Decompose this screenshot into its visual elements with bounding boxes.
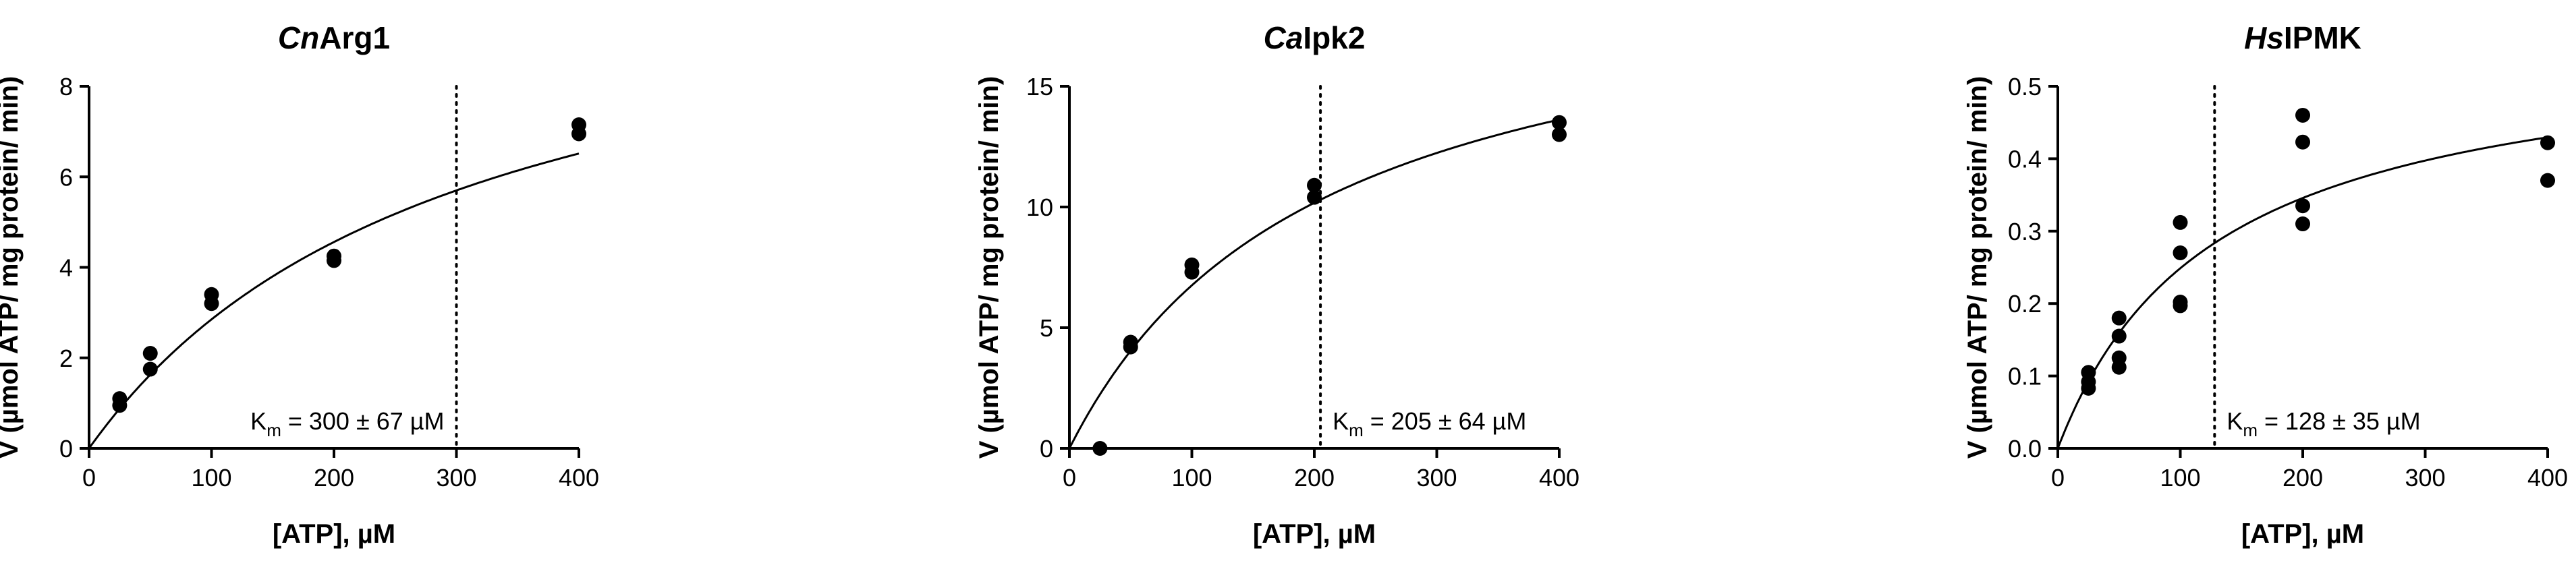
x-tick-label: 100 bbox=[191, 464, 231, 492]
x-tick-label: 300 bbox=[1416, 464, 1457, 492]
x-axis-label: [ATP], µM bbox=[2241, 519, 2364, 549]
x-tick-label: 200 bbox=[2283, 464, 2323, 492]
data-point bbox=[2295, 198, 2310, 214]
km-subscript: m bbox=[1349, 420, 1364, 440]
chart-title-italic: Ca bbox=[1264, 20, 1304, 55]
data-point bbox=[204, 287, 219, 302]
data-point bbox=[2081, 365, 2096, 380]
y-tick-label: 0.0 bbox=[2008, 435, 2042, 463]
km-symbol: K bbox=[2227, 407, 2243, 435]
data-point bbox=[1184, 257, 1200, 272]
x-tick-label: 0 bbox=[1063, 464, 1076, 492]
data-point bbox=[2295, 134, 2310, 150]
x-tick-label: 300 bbox=[436, 464, 476, 492]
data-point bbox=[2295, 107, 2310, 123]
chart-title: CaIpk2 bbox=[1264, 20, 1366, 55]
data-point bbox=[142, 361, 158, 377]
data-point bbox=[2111, 310, 2127, 326]
y-axis-label: V (µmol ATP/ mg protein/ min) bbox=[0, 76, 24, 458]
km-subscript: m bbox=[2243, 420, 2258, 440]
data-point bbox=[1552, 115, 1567, 130]
km-symbol: K bbox=[1333, 407, 1349, 435]
km-value: = 300 ± 67 µM bbox=[281, 407, 445, 435]
y-tick-label: 8 bbox=[59, 73, 73, 100]
data-point bbox=[2111, 350, 2127, 365]
chart-title-rest: Arg1 bbox=[319, 20, 390, 55]
x-tick-label: 0 bbox=[2051, 464, 2065, 492]
fit-curve bbox=[2056, 136, 2548, 449]
y-axis-label: V (µmol ATP/ mg protein/ min) bbox=[1963, 76, 1992, 458]
y-tick-label: 0.1 bbox=[2008, 363, 2042, 390]
y-tick-label: 6 bbox=[59, 163, 73, 191]
x-axis-label: [ATP], µM bbox=[273, 519, 395, 549]
y-tick-label: 15 bbox=[1026, 73, 1053, 100]
y-tick-label: 0.2 bbox=[2008, 290, 2042, 318]
chart-title-rest: IPMK bbox=[2284, 20, 2361, 55]
data-point bbox=[2540, 173, 2555, 188]
chart-panel-1: CnArg1 0 100 200 300 400 0 2 4 6 8 [ATP], µM V (µmol… bbox=[0, 20, 599, 549]
y-tick-label: 0 bbox=[1040, 435, 1053, 463]
km-symbol: K bbox=[250, 407, 267, 435]
km-annotation: Km = 205 ± 64 µM bbox=[1333, 407, 1526, 440]
y-tick-label: 10 bbox=[1026, 194, 1053, 221]
x-axis-label: [ATP], µM bbox=[1253, 519, 1376, 549]
data-point bbox=[1092, 441, 1108, 456]
x-tick-label: 400 bbox=[1539, 464, 1579, 492]
km-annotation: Km = 300 ± 67 µM bbox=[250, 407, 444, 440]
x-tick-label: 200 bbox=[314, 464, 354, 492]
data-point bbox=[2173, 295, 2188, 310]
chart-panel-3: HsIPMK 0 100 200 300 400 0.0 0.1 0.2 0.3 0.4 0.5 [AT… bbox=[1963, 20, 2568, 549]
data-point bbox=[2173, 245, 2188, 261]
km-value: = 205 ± 64 µM bbox=[1364, 407, 1527, 435]
data-point bbox=[327, 248, 341, 264]
data-point bbox=[1307, 177, 1322, 193]
data-point bbox=[2111, 328, 2127, 344]
data-point bbox=[1123, 334, 1138, 350]
x-tick-label: 100 bbox=[1171, 464, 1212, 492]
data-point bbox=[142, 346, 158, 361]
km-value: = 128 ± 35 µM bbox=[2258, 407, 2421, 435]
data-point bbox=[1552, 127, 1567, 142]
y-tick-label: 0.4 bbox=[2008, 145, 2042, 173]
x-tick-label: 200 bbox=[1294, 464, 1335, 492]
chart-title-italic: Hs bbox=[2244, 20, 2284, 55]
y-tick-label: 0.3 bbox=[2008, 218, 2042, 245]
chart-title: HsIPMK bbox=[2244, 20, 2361, 55]
y-tick-label: 5 bbox=[1040, 314, 1053, 342]
chart-title: CnArg1 bbox=[278, 20, 390, 55]
data-point bbox=[2173, 214, 2188, 230]
x-tick-label: 100 bbox=[2160, 464, 2200, 492]
km-subscript: m bbox=[267, 420, 281, 440]
data-point bbox=[112, 391, 128, 407]
data-point bbox=[2540, 135, 2555, 150]
fit-curve bbox=[1068, 118, 1560, 449]
y-axis-label: V (µmol ATP/ mg protein/ min) bbox=[974, 76, 1004, 458]
fit-curve bbox=[88, 152, 580, 449]
y-tick-label: 4 bbox=[59, 254, 73, 282]
x-tick-label: 400 bbox=[559, 464, 599, 492]
data-point bbox=[1307, 189, 1322, 205]
x-tick-label: 0 bbox=[82, 464, 96, 492]
x-tick-label: 400 bbox=[2527, 464, 2568, 492]
y-tick-label: 0.5 bbox=[2008, 73, 2042, 100]
km-annotation: Km = 128 ± 35 µM bbox=[2227, 407, 2420, 440]
data-point bbox=[2295, 216, 2310, 232]
chart-panel-2: CaIpk2 0 100 200 300 400 0 5 10 15 [ATP], µM V (µmo… bbox=[974, 20, 1579, 549]
chart-title-italic: Cn bbox=[278, 20, 319, 55]
y-tick-label: 0 bbox=[59, 435, 73, 463]
data-point bbox=[571, 117, 586, 133]
chart-title-rest: Ipk2 bbox=[1303, 20, 1365, 55]
y-tick-label: 2 bbox=[59, 345, 73, 372]
x-tick-label: 300 bbox=[2405, 464, 2445, 492]
